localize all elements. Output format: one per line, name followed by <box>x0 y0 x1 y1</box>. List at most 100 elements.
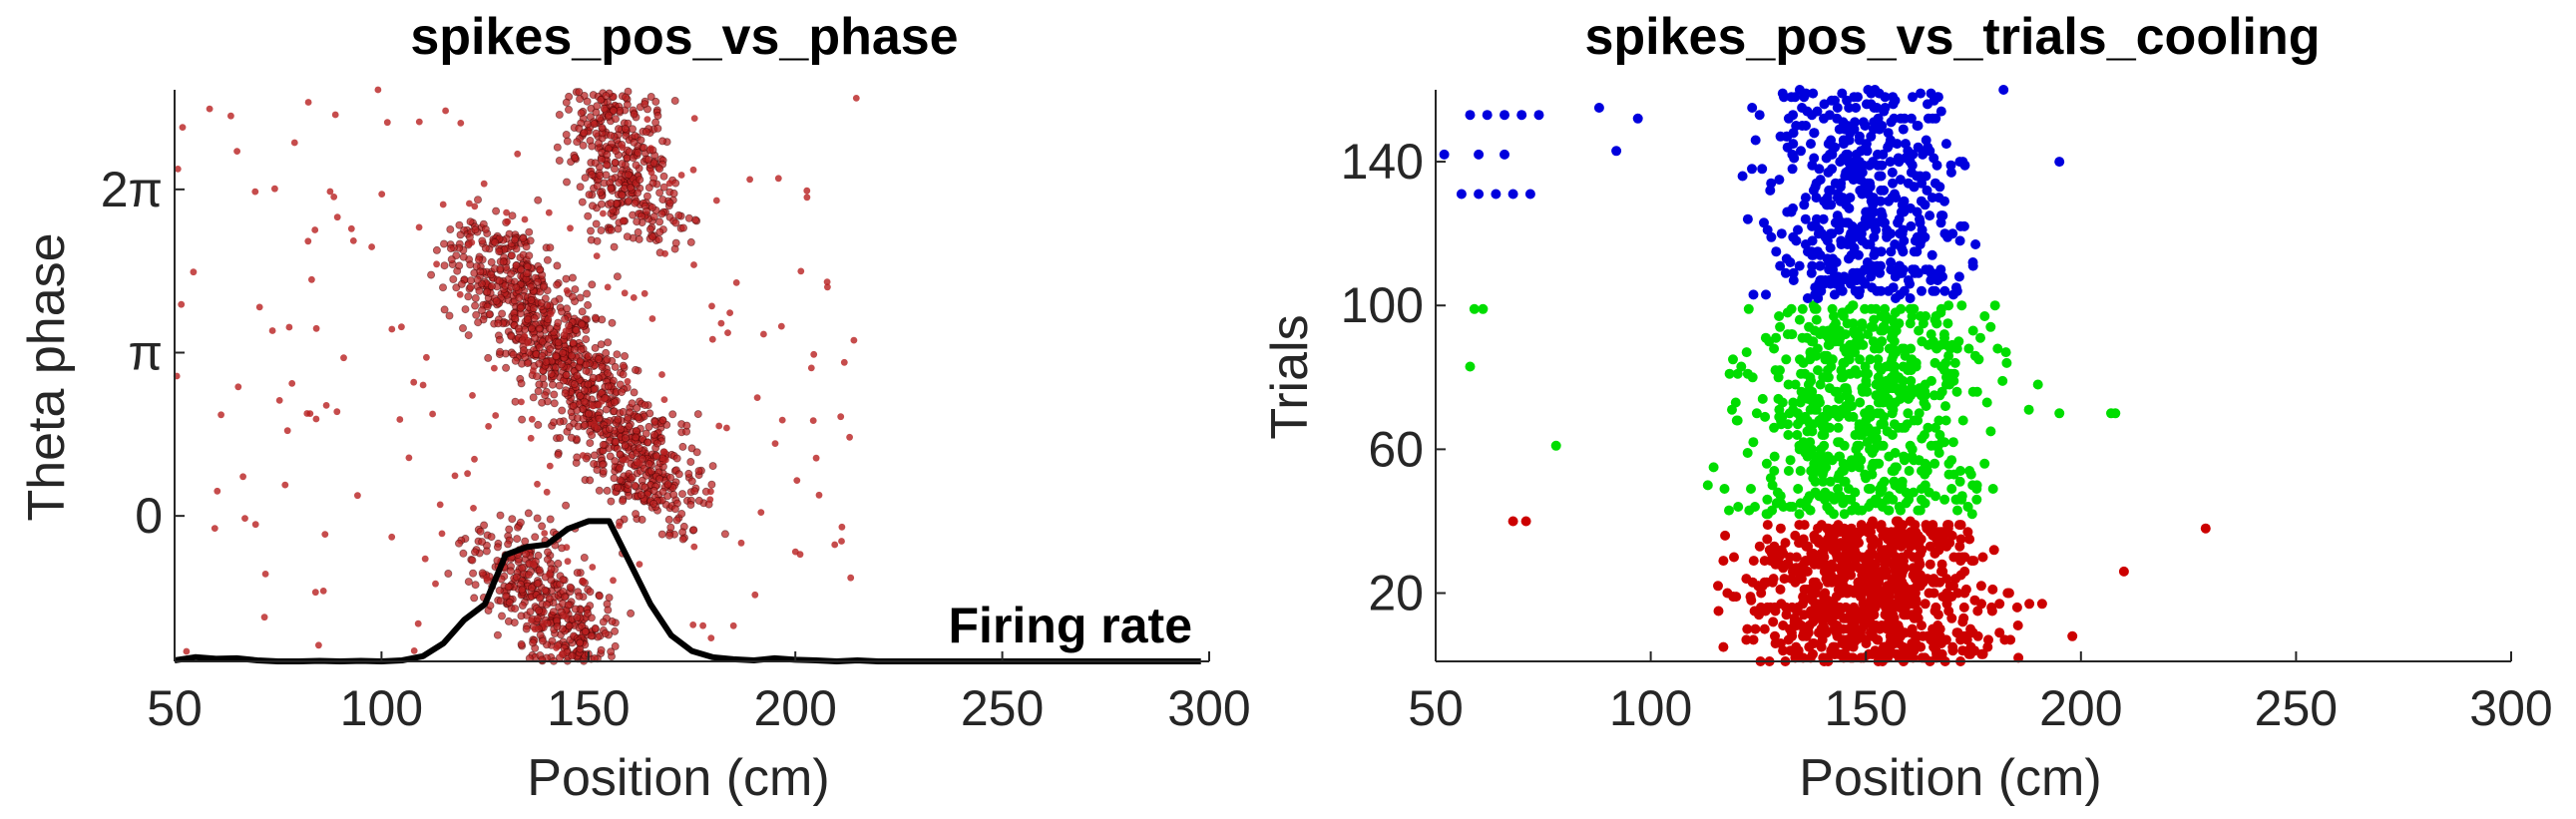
trial-spike-point <box>1853 92 1863 103</box>
spike-point <box>217 411 225 419</box>
trial-spike-point <box>1524 189 1535 200</box>
trial-spike-point <box>1924 588 1934 599</box>
spike-point <box>658 371 665 378</box>
spike-point <box>636 176 644 185</box>
trial-spike-point <box>2054 157 2065 168</box>
spike-point <box>840 358 848 366</box>
trial-spike-point <box>1852 171 1863 182</box>
spike-point <box>584 352 593 361</box>
spike-point <box>831 541 839 549</box>
spike-point <box>644 460 653 469</box>
spike-point <box>616 463 625 472</box>
trial-spike-point <box>1861 473 1872 484</box>
spike-point <box>514 324 523 333</box>
spike-point <box>690 115 698 122</box>
spike-point <box>729 621 737 629</box>
spike-point <box>677 172 685 179</box>
spike-point <box>571 285 580 294</box>
spike-point <box>562 130 571 139</box>
spike-point <box>473 196 482 205</box>
trial-spike-point <box>1865 411 1876 422</box>
spike-point <box>531 333 540 342</box>
spike-point <box>647 169 655 177</box>
spike-point <box>233 148 241 156</box>
spike-point <box>567 433 576 442</box>
spike-point <box>726 309 733 316</box>
spike-point <box>636 561 644 568</box>
spike-point <box>433 260 440 268</box>
trial-spike-point <box>1745 592 1756 603</box>
trial-spike-point <box>1901 599 1912 610</box>
trial-spike-point <box>1989 300 2000 311</box>
spike-point <box>778 416 786 424</box>
trial-spike-point <box>1957 645 1968 656</box>
spike-point <box>607 497 616 506</box>
spike-point <box>533 277 542 286</box>
trial-spike-point <box>1827 455 1838 466</box>
x-tick-label: 150 <box>1824 680 1907 736</box>
spike-point <box>471 301 480 310</box>
spike-point <box>602 348 611 357</box>
spike-point <box>569 292 578 301</box>
chart-right: spikes_pos_vs_trials_cooling 50 100 150 200… <box>1261 8 2553 807</box>
spike-point <box>388 533 396 541</box>
trial-spike-point <box>1800 213 1811 224</box>
trial-spike-point <box>1884 375 1895 386</box>
spike-point <box>491 364 498 372</box>
spike-point <box>466 276 475 285</box>
spike-point <box>586 588 595 597</box>
spike-point <box>638 515 646 524</box>
spike-point <box>496 511 505 520</box>
trial-spike-point <box>1742 448 1753 458</box>
trial-spike-point <box>1798 534 1809 545</box>
trial-spike-point <box>1833 541 1843 552</box>
spike-point <box>183 647 191 655</box>
spike-point <box>502 592 511 601</box>
spike-point <box>631 481 640 490</box>
trial-spike-point <box>1733 502 1744 512</box>
trial-spike-point <box>1816 285 1827 296</box>
trial-spike-point <box>1947 437 1958 448</box>
trial-spike-point <box>1955 534 1966 545</box>
spike-point <box>255 303 263 311</box>
trial-spike-point <box>1795 466 1806 476</box>
spike-point <box>499 257 508 266</box>
trial-spike-point <box>1899 285 1910 296</box>
trial-spike-point <box>1953 336 1964 347</box>
spike-point <box>519 346 528 355</box>
spike-point <box>552 352 561 361</box>
trial-spike-point <box>1876 171 1887 182</box>
spike-point <box>810 350 818 358</box>
spike-point <box>591 313 600 322</box>
spike-point <box>628 399 637 408</box>
trial-spike-point <box>1773 393 1784 404</box>
trial-spike-point <box>1894 502 1905 512</box>
spike-point <box>539 636 548 645</box>
spike-point <box>615 125 624 134</box>
spike-point <box>807 364 815 372</box>
trial-spike-point <box>1899 206 1910 217</box>
spike-point <box>587 226 596 235</box>
spike-point <box>600 104 609 113</box>
trial-spike-point <box>1937 566 1948 577</box>
spike-point <box>689 526 698 535</box>
spike-point <box>717 319 725 327</box>
spike-point <box>616 380 625 389</box>
spike-point <box>641 401 649 410</box>
spike-point <box>573 138 582 147</box>
trial-spike-point <box>1883 393 1894 404</box>
spike-point <box>591 343 600 352</box>
spike-point <box>521 537 530 546</box>
trial-spike-point <box>1946 613 1957 623</box>
trial-spike-point <box>1987 584 1998 595</box>
spike-point <box>581 174 590 183</box>
spike-point <box>458 323 467 332</box>
spike-point <box>660 448 668 456</box>
spike-point <box>597 645 606 654</box>
trial-spike-point <box>1761 289 1771 300</box>
trial-spike-point <box>1728 592 1739 603</box>
trial-spike-point <box>1632 113 1643 124</box>
spike-point <box>577 109 586 118</box>
trial-spike-point <box>1802 415 1813 426</box>
trial-spike-point <box>1939 228 1950 239</box>
